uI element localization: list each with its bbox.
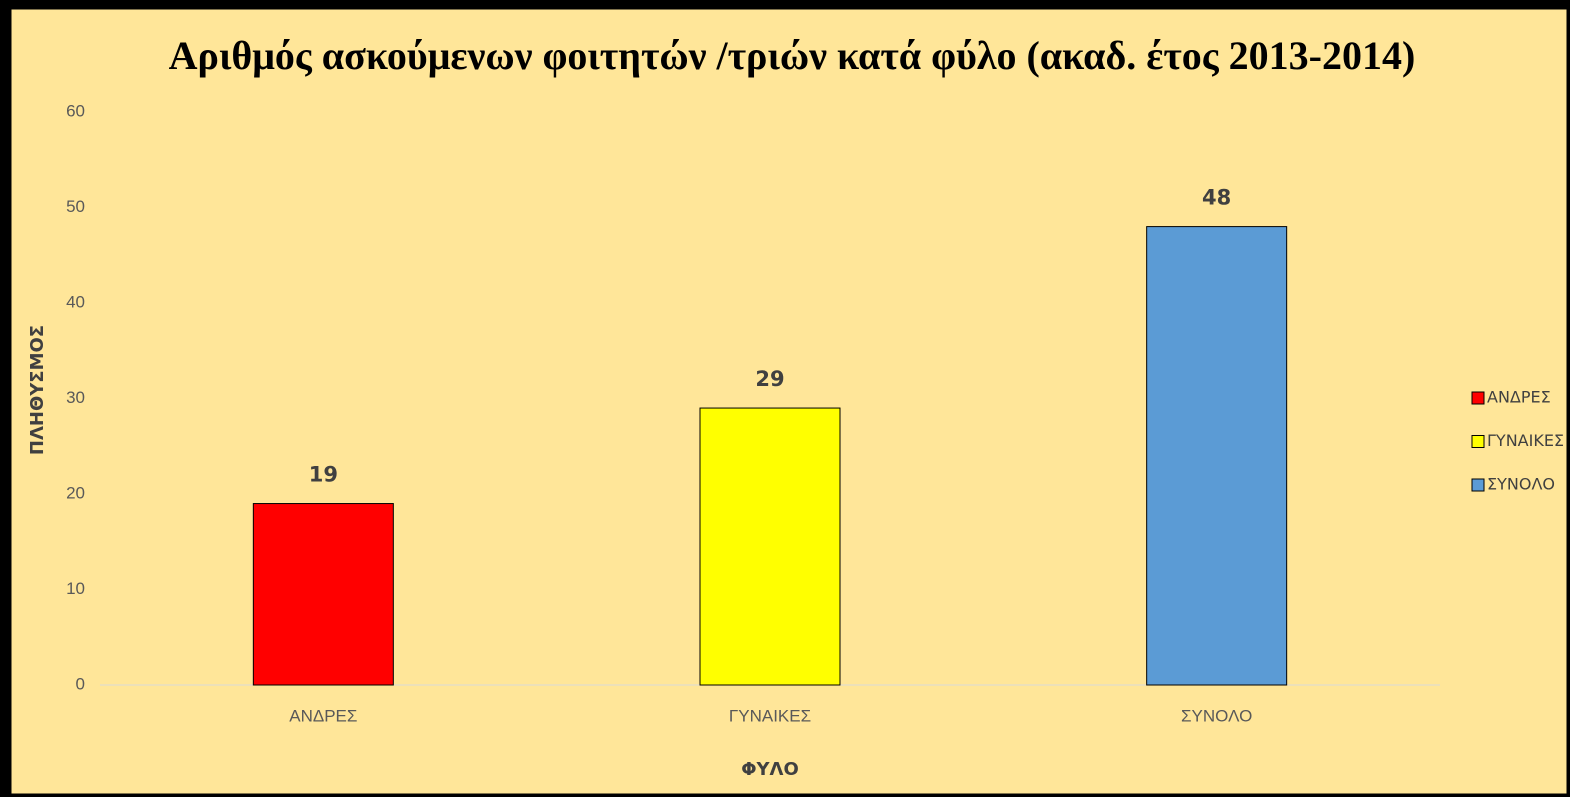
legend-swatch <box>1471 391 1485 405</box>
legend-label: ΣΥΝΟΛΟ <box>1487 475 1555 494</box>
y-tick-label: 10 <box>66 579 85 598</box>
legend-swatch <box>1471 435 1485 448</box>
y-tick-label: 60 <box>66 101 85 120</box>
y-tick-label: 50 <box>66 197 85 216</box>
x-tick-label: ΣΥΝΟΛΟ <box>1181 706 1252 725</box>
x-axis-title: ΦΥΛΟ <box>741 759 799 780</box>
legend-label: ΑΝΔΡΕΣ <box>1487 388 1551 407</box>
chart-title: Αριθμός ασκούμενων φοιτητών /τριών κατά … <box>169 33 1416 78</box>
bar <box>1146 226 1288 686</box>
legend-swatch <box>1471 478 1485 492</box>
x-tick-label: ΓΥΝΑΙΚΕΣ <box>729 706 811 725</box>
x-tick-label: ΑΝΔΡΕΣ <box>289 706 357 725</box>
y-tick-label: 20 <box>66 483 85 502</box>
bar <box>699 407 841 686</box>
y-axis-title: ΠΛΗΘΥΣΜΟΣ <box>27 325 48 455</box>
bar <box>252 503 394 686</box>
value-label: 29 <box>755 367 784 391</box>
value-label: 48 <box>1202 186 1231 210</box>
y-tick-label: 30 <box>66 388 85 407</box>
value-label: 19 <box>309 463 338 487</box>
y-tick-label: 40 <box>66 292 85 311</box>
y-tick-label: 0 <box>76 674 85 693</box>
legend-label: ΓΥΝΑΙΚΕΣ <box>1487 431 1564 450</box>
